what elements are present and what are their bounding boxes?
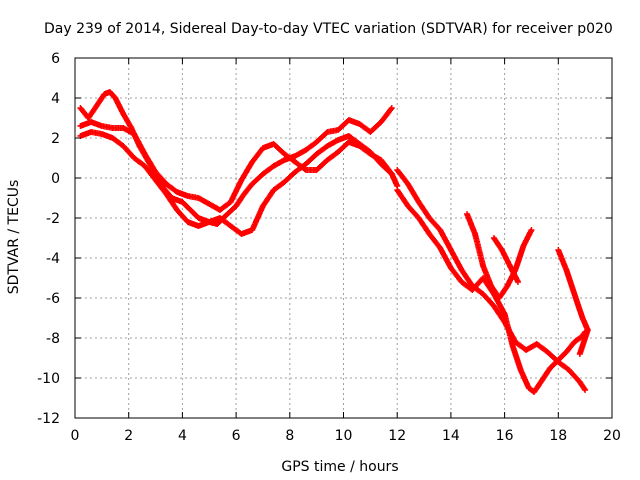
- x-tick-label: 0: [71, 428, 80, 444]
- x-tick-label: 20: [603, 428, 621, 444]
- y-tick-label: 0: [51, 171, 60, 187]
- y-tick-label: 2: [51, 131, 60, 147]
- y-axis-label: SDTVAR / TECUs: [6, 180, 22, 295]
- y-tick-label: -10: [37, 371, 60, 387]
- y-tick-label: -4: [46, 251, 60, 267]
- x-tick-label: 6: [232, 428, 241, 444]
- series-track-7: [490, 235, 521, 285]
- x-tick-label: 2: [124, 428, 133, 444]
- chart-title: Day 239 of 2014, Sidereal Day-to-day VTE…: [44, 21, 613, 37]
- x-tick-label: 16: [496, 428, 514, 444]
- y-tick-label: 6: [51, 51, 60, 67]
- x-tick-label: 18: [549, 428, 567, 444]
- series-track-3: [77, 129, 395, 237]
- x-tick-label: 8: [285, 428, 294, 444]
- series-track-6: [464, 211, 535, 301]
- y-tick-label: -8: [46, 331, 60, 347]
- y-tick-label: -12: [37, 411, 60, 427]
- data-point-markers: [490, 235, 521, 285]
- x-tick-label: 12: [388, 428, 406, 444]
- y-tick-label: -2: [46, 211, 60, 227]
- data-point-markers: [77, 129, 395, 237]
- y-tick-label: -6: [46, 291, 60, 307]
- y-tick-label: 4: [51, 91, 60, 107]
- data-point-markers: [464, 211, 535, 301]
- x-tick-label: 10: [335, 428, 353, 444]
- series-track-8: [555, 247, 591, 357]
- data-point-markers: [555, 247, 591, 357]
- x-axis-label: GPS time / hours: [281, 459, 398, 475]
- data-points: [77, 89, 591, 395]
- x-tick-label: 4: [178, 428, 187, 444]
- axis-ticks: 0 2 4 6 8 10 12 14 16 18 20 -12 -10 -8 -6 -4 -2 0 2 4 6: [37, 51, 621, 444]
- x-tick-label: 14: [442, 428, 460, 444]
- grid-lines: [75, 58, 612, 418]
